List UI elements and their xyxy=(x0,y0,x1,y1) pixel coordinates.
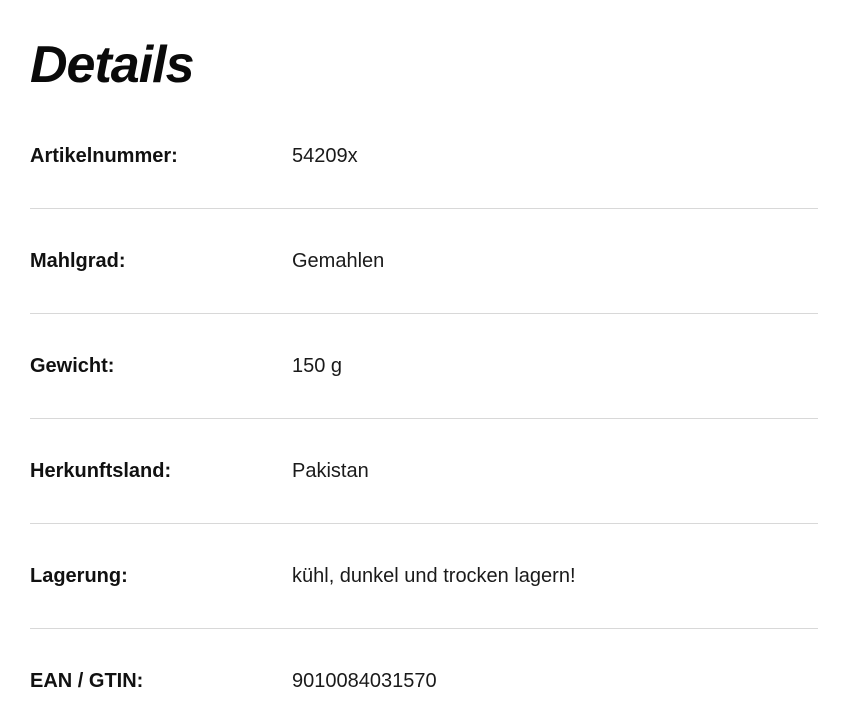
details-table: Artikelnummer: 54209x Mahlgrad: Gemahlen… xyxy=(30,104,818,724)
detail-row-gewicht: Gewicht: 150 g xyxy=(30,314,818,419)
detail-value: Pakistan xyxy=(292,460,369,482)
detail-row-herkunftsland: Herkunftsland: Pakistan xyxy=(30,419,818,524)
details-heading: Details xyxy=(30,36,195,94)
detail-value: kühl, dunkel und trocken lagern! xyxy=(292,565,576,587)
detail-row-mahlgrad: Mahlgrad: Gemahlen xyxy=(30,209,818,314)
detail-row-ean-gtin: EAN / GTIN: 9010084031570 xyxy=(30,629,818,724)
detail-value: 150 g xyxy=(292,355,343,377)
detail-label: Gewicht: xyxy=(30,355,115,377)
detail-label: Artikelnummer: xyxy=(30,145,178,167)
detail-value: 54209x xyxy=(292,145,358,167)
detail-row-artikelnummer: Artikelnummer: 54209x xyxy=(30,104,818,209)
detail-value: 9010084031570 xyxy=(292,670,437,692)
details-section: Details Artikelnummer: 54209x Mahlgrad: … xyxy=(0,35,850,724)
detail-value: Gemahlen xyxy=(292,250,385,272)
detail-row-lagerung: Lagerung: kühl, dunkel und trocken lager… xyxy=(30,524,818,629)
detail-label: EAN / GTIN: xyxy=(30,670,144,692)
detail-label: Lagerung: xyxy=(30,565,128,587)
detail-label: Herkunftsland: xyxy=(30,460,172,482)
detail-label: Mahlgrad: xyxy=(30,250,126,272)
